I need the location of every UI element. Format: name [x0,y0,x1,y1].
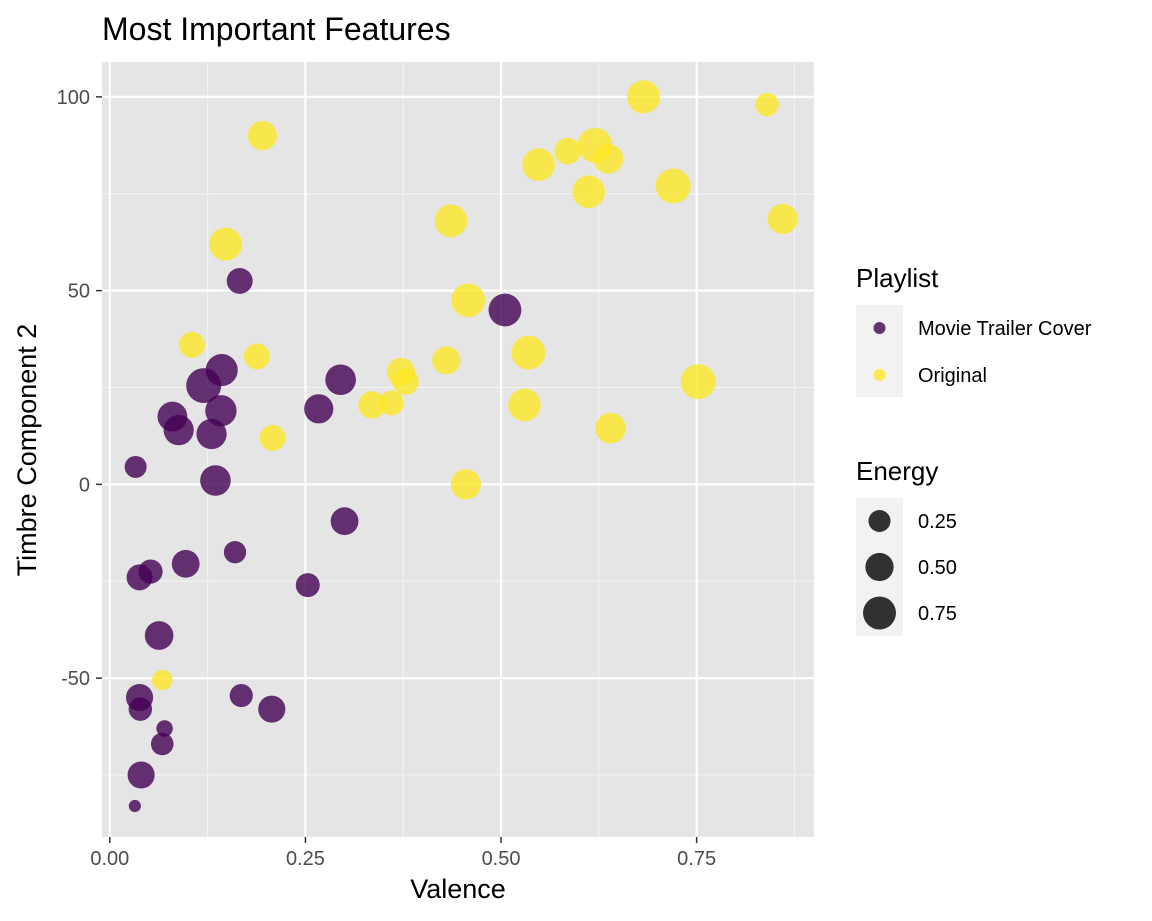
data-point [247,121,278,151]
playlist-legend-key-background [856,305,903,397]
energy-legend-title: Energy [856,456,938,486]
data-point [144,621,174,650]
plot-panel [102,62,814,837]
data-point [626,80,661,114]
y-tick-label: 100 [57,87,90,109]
data-point [680,364,716,400]
data-point [755,92,779,117]
y-axis-ticks: -50 0 50 100 [57,87,102,690]
energy-legend: Energy 0.25 0.50 0.75 [856,456,957,636]
data-point [205,395,237,427]
data-point [258,695,286,723]
energy-legend-key [868,510,891,532]
y-tick-label: -50 [61,668,90,690]
data-point [196,418,227,450]
data-point [655,168,691,204]
data-point [522,148,555,182]
x-axis-ticks: 0.00 0.25 0.50 0.75 [90,837,716,870]
data-point [259,424,286,451]
y-tick-label: 50 [68,281,90,303]
data-point [226,267,253,294]
y-tick-label: 0 [79,474,90,496]
data-point [593,143,624,174]
data-point [295,573,320,598]
data-point [127,761,155,789]
data-point [304,394,334,424]
energy-legend-label: 0.50 [918,557,957,579]
data-point [128,799,141,813]
data-point [379,390,404,416]
energy-legend-key [863,596,896,630]
playlist-legend-label: Movie Trailer Cover [918,318,1092,340]
data-point [330,507,359,536]
playlist-legend-key [873,369,886,381]
data-point [209,227,243,261]
data-point [511,335,546,370]
data-point [171,549,200,578]
data-point [243,343,270,370]
data-point [229,683,253,708]
energy-legend-label: 0.75 [918,603,957,625]
data-point [200,465,231,496]
data-point [358,391,386,419]
y-axis-title: Timbre Component 2 [12,324,42,577]
playlist-legend-key [873,322,886,334]
data-point [572,175,605,209]
data-point [450,469,481,500]
data-point [767,203,798,235]
x-tick-label: 0.75 [677,848,716,870]
energy-legend-key [865,552,894,582]
x-tick-label: 0.25 [286,848,325,870]
data-point [205,354,238,387]
energy-legend-label: 0.25 [918,511,957,533]
data-point [223,541,247,564]
data-point [595,412,626,444]
data-point [124,455,147,478]
data-point [432,346,461,375]
data-point [554,137,581,165]
data-point [434,204,468,238]
data-point [488,293,522,327]
data-point [138,559,163,584]
playlist-legend-label: Original [918,365,987,387]
data-point [150,732,174,756]
data-point [508,388,541,422]
data-point [163,415,194,446]
data-point [156,720,173,737]
x-axis-title: Valence [410,874,506,904]
data-point [392,368,419,395]
data-point [178,331,205,358]
data-point [152,669,173,691]
data-point [325,364,356,396]
data-point [128,697,153,721]
chart-title: Most Important Features [102,11,451,47]
playlist-legend: Playlist Movie Trailer Cover Original [856,263,1092,397]
data-point [451,283,486,318]
data-points [124,80,798,813]
x-tick-label: 0.50 [482,848,521,870]
playlist-legend-title: Playlist [856,263,939,293]
x-tick-label: 0.00 [90,848,129,870]
